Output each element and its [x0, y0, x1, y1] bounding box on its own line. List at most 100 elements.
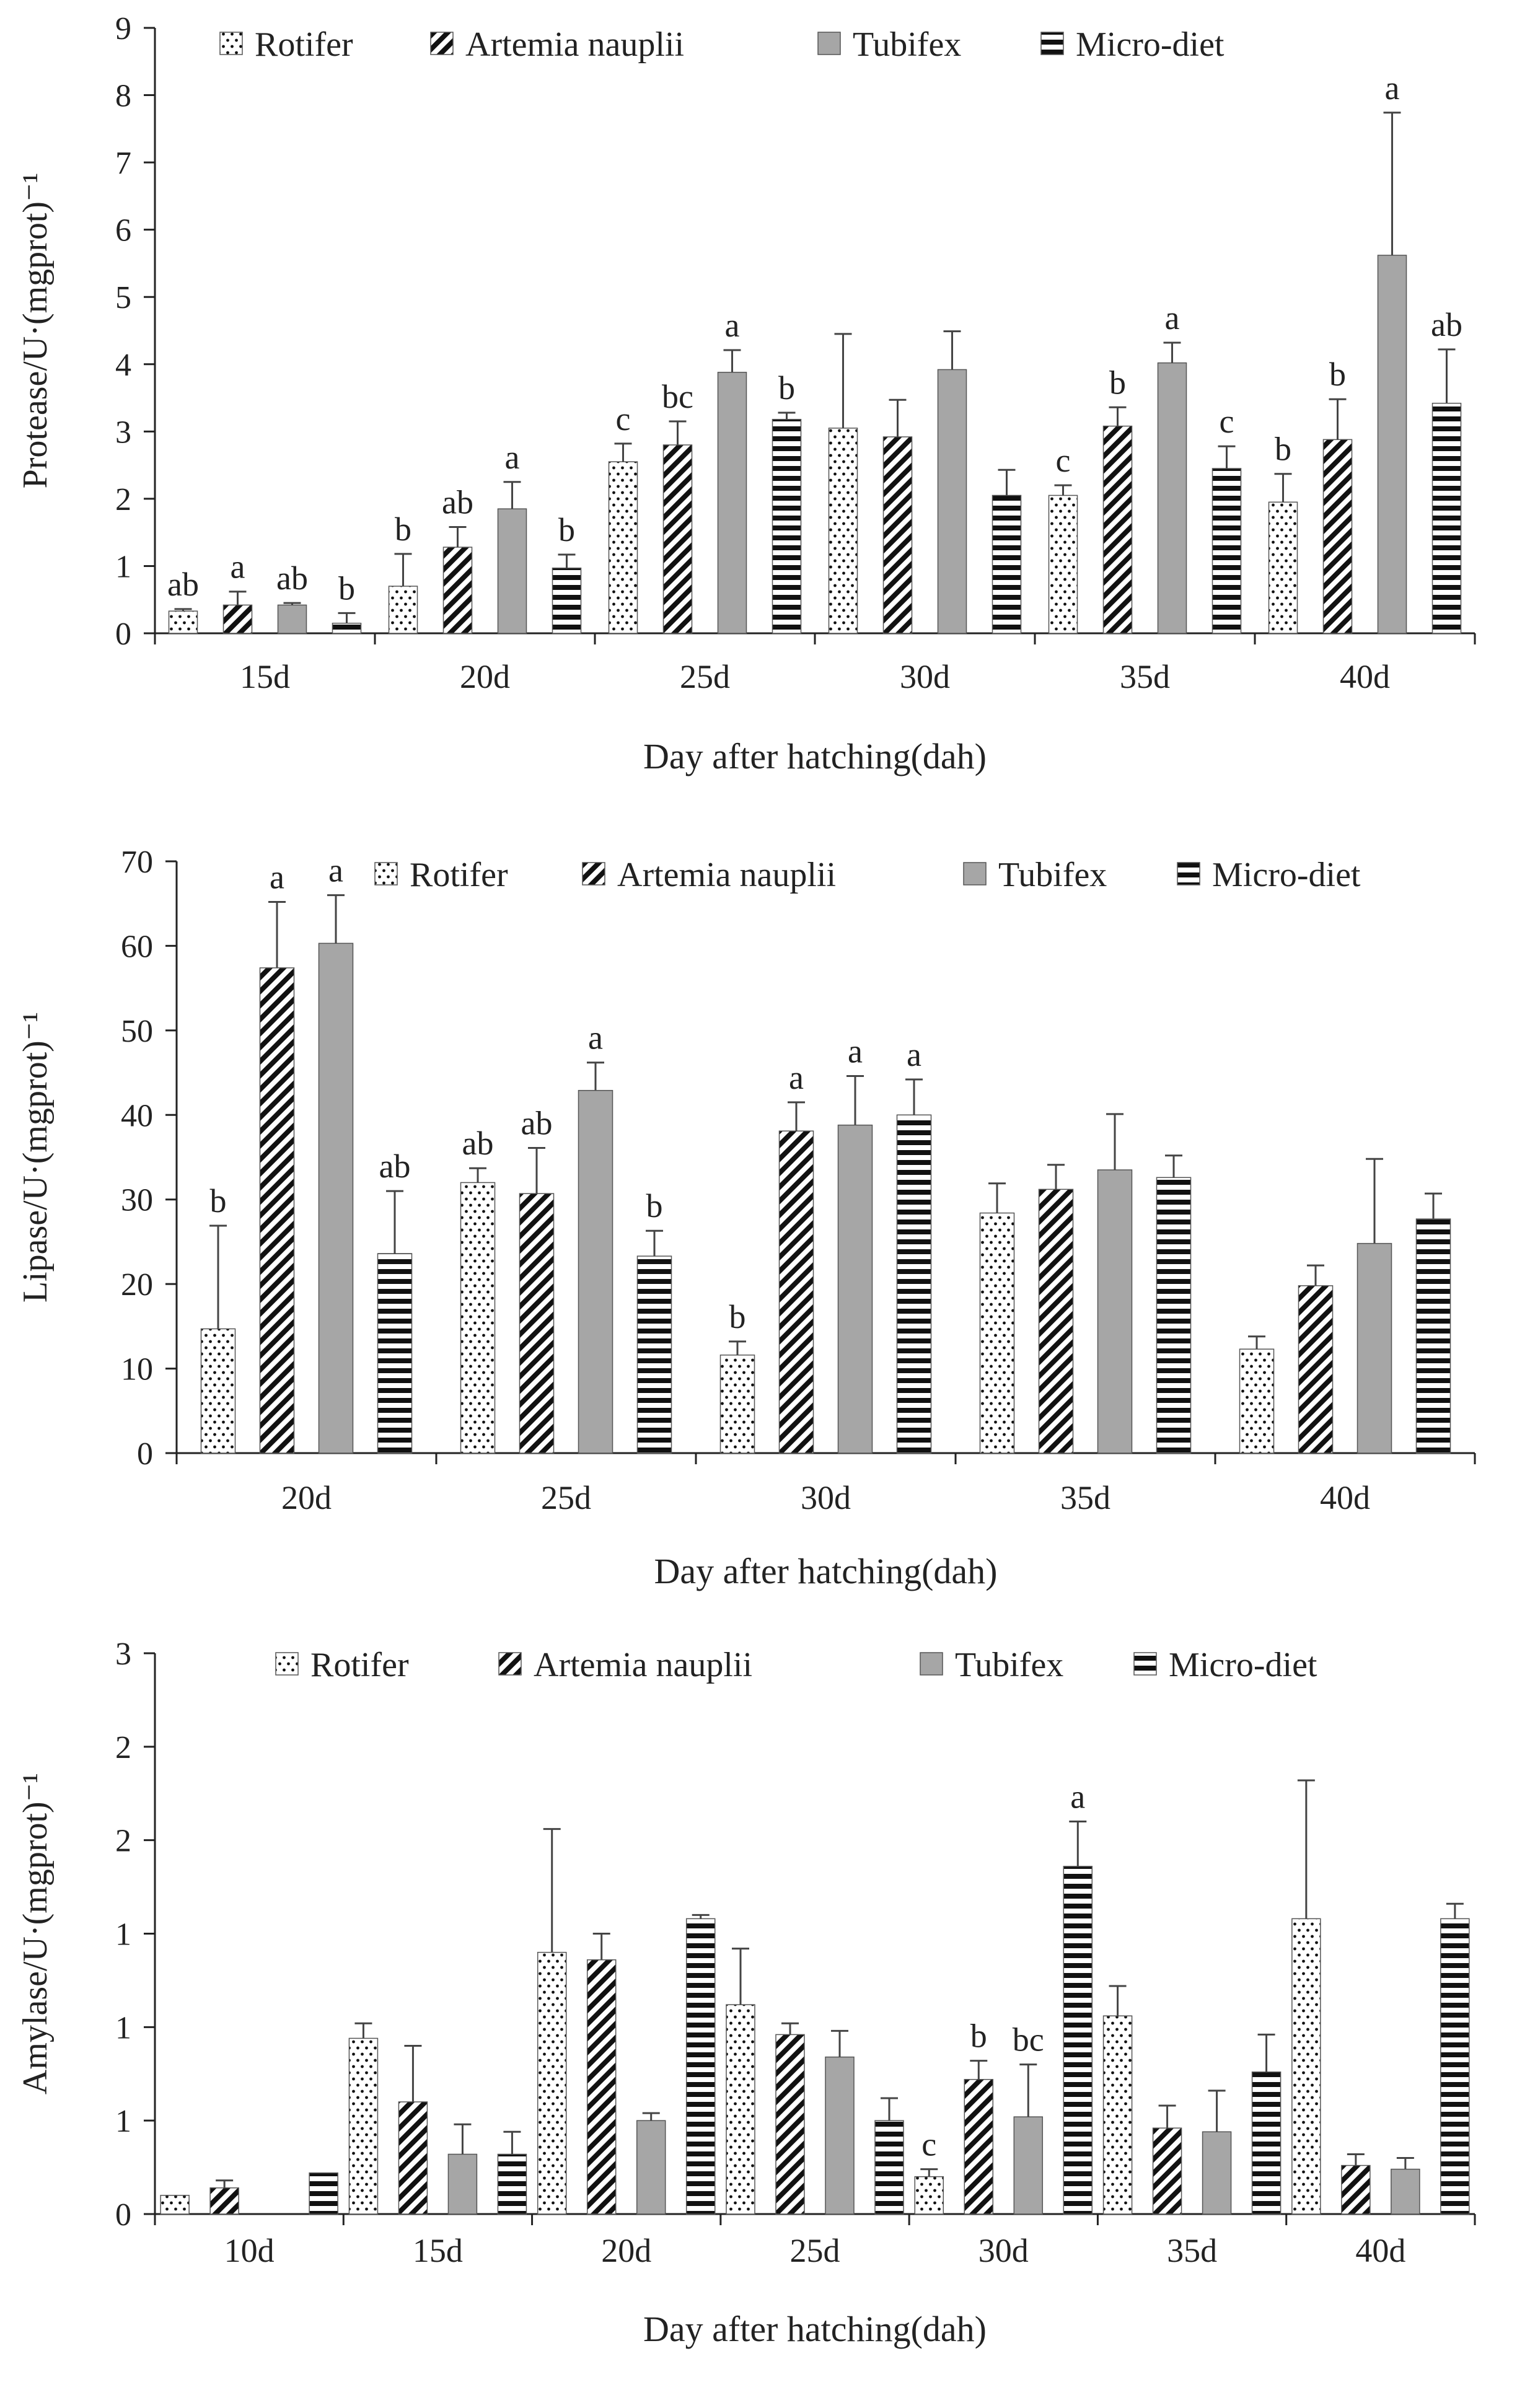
bar [914, 2176, 944, 2215]
x-tick-label: 15d [240, 658, 290, 695]
bar [1063, 1866, 1093, 2215]
bar [1048, 494, 1078, 634]
bar [1415, 1218, 1451, 1454]
bar [1211, 468, 1242, 634]
bar [1102, 425, 1133, 634]
bar [1102, 2015, 1133, 2215]
bar [209, 2187, 239, 2215]
bar [1097, 1169, 1133, 1454]
y-tick-label: 60 [121, 929, 153, 964]
bar [825, 2056, 855, 2215]
bar [1038, 1189, 1074, 1454]
y-tick-label: 8 [115, 79, 131, 114]
legend-swatch [920, 1652, 943, 1676]
bar [636, 1255, 672, 1454]
bar [882, 436, 913, 634]
y-tick-label: 5 [115, 280, 131, 315]
bar [398, 2101, 428, 2215]
x-tick-label: 35d [1120, 658, 1170, 695]
bar [1239, 1348, 1275, 1454]
x-tick-label: 30d [801, 1479, 851, 1516]
y-axis-title: Protease/U·(mgprot)⁻¹ [16, 173, 55, 489]
legend-label: Micro-diet [1212, 856, 1361, 894]
legend-label: Rotifer [310, 1646, 409, 1684]
significance-letter: a [1385, 69, 1400, 107]
significance-letter: b [778, 369, 795, 406]
legend-swatch [498, 1652, 522, 1676]
significance-letter: c [616, 400, 631, 437]
bar [874, 2120, 904, 2215]
chart-panel: 0 1 1 1 2 2 3 10d 15d 20d 25d 30d 35d 40d Day after ha… [16, 1637, 1476, 2349]
bar [1291, 1918, 1321, 2215]
bar [772, 419, 802, 634]
legend-label: Rotifer [410, 856, 508, 894]
x-tick-label: 25d [790, 2232, 840, 2269]
x-axis-title: Day after hatching(dah) [643, 2309, 987, 2349]
x-tick-label: 25d [680, 658, 730, 695]
bar [1156, 1177, 1192, 1454]
bar [259, 967, 295, 1454]
bar [1251, 2071, 1282, 2215]
significance-letter: a [725, 307, 740, 344]
chart-panel: 0 10 20 30 40 50 60 70 20d 25d 30d 35d 40d Day after … [16, 845, 1476, 1591]
bar [662, 444, 693, 634]
bar [1440, 1918, 1470, 2215]
bar [1152, 2127, 1182, 2215]
y-axis-title: Amylase/U·(mgprot)⁻¹ [16, 1773, 55, 2094]
x-axis-title: Day after hatching(dah) [643, 736, 987, 776]
bar [160, 2195, 190, 2215]
y-tick-label: 0 [115, 617, 131, 652]
y-tick-label: 1 [115, 1917, 131, 1953]
y-tick-label: 0 [115, 2197, 131, 2233]
x-tick-label: 20d [460, 658, 510, 695]
legend-label: Artemia nauplii [617, 856, 836, 894]
bar [719, 1354, 755, 1454]
significance-letter: b [1109, 364, 1126, 401]
bar [896, 1114, 932, 1454]
significance-letter: a [231, 548, 245, 586]
y-tick-label: 30 [121, 1183, 153, 1218]
y-tick-label: 20 [121, 1267, 153, 1303]
legend-label: Tubifex [853, 25, 961, 64]
significance-letter: b [338, 569, 355, 607]
bar [309, 2172, 338, 2215]
x-tick-label: 30d [978, 2232, 1029, 2269]
x-tick-label: 25d [541, 1479, 591, 1516]
legend-swatch [374, 862, 398, 885]
y-tick-label: 3 [115, 1637, 131, 1672]
bar [717, 372, 747, 634]
significance-letter: b [1329, 356, 1346, 393]
significance-letter: b [970, 2018, 987, 2055]
bar [447, 2153, 478, 2215]
significance-letter: b [729, 1298, 746, 1335]
y-tick-label: 50 [121, 1014, 153, 1049]
bar [1377, 255, 1407, 634]
bar [497, 2153, 527, 2215]
bar [828, 428, 858, 634]
bar [837, 1124, 873, 1454]
x-tick-label: 35d [1167, 2232, 1217, 2269]
significance-letter: b [1275, 431, 1291, 468]
legend-label: Rotifer [255, 25, 353, 64]
significance-letter: bc [1013, 2021, 1044, 2059]
legend-swatch [1133, 1652, 1157, 1676]
legend-swatch [1177, 862, 1200, 885]
bar [937, 369, 967, 634]
x-tick-label: 40d [1355, 2232, 1405, 2269]
bar [388, 586, 418, 634]
legend-label: Micro-diet [1169, 1646, 1317, 1684]
y-tick-label: 2 [115, 1730, 131, 1765]
significance-letter: b [646, 1187, 663, 1224]
bar [442, 547, 473, 634]
y-tick-label: 7 [115, 146, 131, 181]
y-tick-label: 2 [115, 482, 131, 517]
bar [332, 622, 362, 634]
bar [537, 1951, 567, 2215]
y-tick-label: 4 [115, 348, 131, 383]
y-tick-label: 9 [115, 11, 131, 46]
legend-swatch [582, 862, 605, 885]
significance-letter: a [505, 439, 520, 476]
bar [778, 1130, 814, 1454]
significance-letter: a [1165, 299, 1180, 336]
y-tick-label: 70 [121, 845, 153, 880]
